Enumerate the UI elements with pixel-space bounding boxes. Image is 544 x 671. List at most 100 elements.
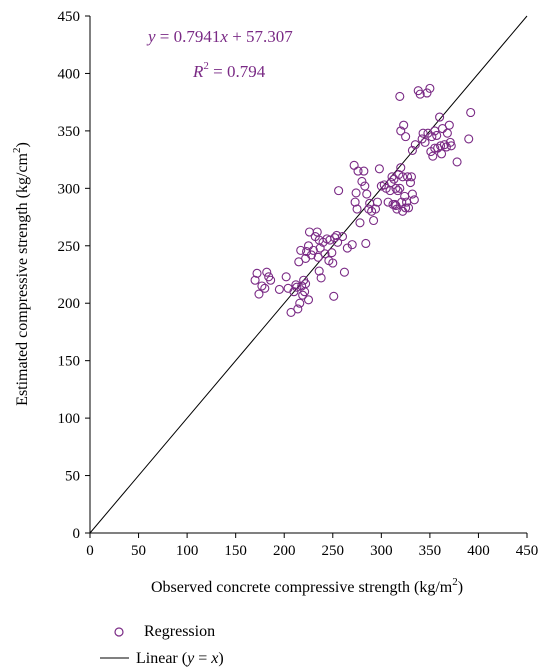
regression-point xyxy=(391,183,401,193)
regression-point xyxy=(254,289,264,299)
regression-point xyxy=(407,145,417,155)
regression-point xyxy=(383,197,393,207)
regression-point xyxy=(357,176,367,186)
legend-regression-label: Regression xyxy=(144,623,215,640)
x-tick-label: 100 xyxy=(176,543,199,559)
y-tick-label: 350 xyxy=(58,124,81,140)
equation-intercept: + 57.307 xyxy=(228,27,293,46)
x-tick-label: 350 xyxy=(419,543,442,559)
regression-point xyxy=(339,267,349,277)
linear-y-equals-x-line xyxy=(89,15,528,534)
regression-point xyxy=(466,107,476,118)
regression-point xyxy=(446,141,456,151)
regression-point xyxy=(374,164,384,174)
legend-linear-label: Linear (y = x) xyxy=(136,650,224,667)
x-tick-label: 50 xyxy=(131,543,146,559)
y-tick-label: 200 xyxy=(58,296,81,312)
regression-point xyxy=(395,91,405,101)
y-tick-label: 300 xyxy=(58,181,81,197)
legend: Regression Linear (y = x) xyxy=(100,623,224,667)
regression-point xyxy=(464,134,474,144)
x-tick-label: 400 xyxy=(467,543,490,559)
regression-point xyxy=(351,188,361,198)
x-axis-title: Observed concrete compressive strength (… xyxy=(151,576,463,596)
regression-point xyxy=(262,267,272,277)
regression-point xyxy=(314,266,324,276)
regression-point xyxy=(405,178,416,188)
regression-point xyxy=(401,203,411,213)
regression-point xyxy=(303,295,314,305)
regression-point xyxy=(281,272,291,282)
equation-text: y = 0.7941x + 57.307 xyxy=(146,27,293,46)
regression-point xyxy=(352,204,362,214)
regression-point xyxy=(303,241,314,251)
x-tick-label: 200 xyxy=(273,543,296,559)
line-layer xyxy=(89,15,528,534)
regression-point xyxy=(452,157,462,167)
regression-point xyxy=(403,172,413,182)
regression-point xyxy=(392,204,402,214)
regression-point xyxy=(257,281,267,291)
regression-point xyxy=(415,89,425,99)
regression-point xyxy=(333,237,343,247)
regression-point xyxy=(361,238,371,249)
regression-point xyxy=(399,120,409,130)
regression-point xyxy=(428,151,438,161)
x-tick-label: 150 xyxy=(224,543,247,559)
r-squared-text: R2 = 0.794 xyxy=(192,60,266,81)
legend-regression-marker xyxy=(114,627,124,637)
regression-point xyxy=(403,203,414,213)
regression-point xyxy=(350,197,360,207)
regression-point xyxy=(296,245,306,255)
regression-point xyxy=(349,160,359,170)
equation-y: y xyxy=(146,27,156,46)
regression-point xyxy=(292,282,302,292)
equation-x: x xyxy=(219,27,228,46)
regression-point xyxy=(289,287,299,297)
regression-point xyxy=(330,233,340,243)
regression-point xyxy=(293,304,303,314)
regression-point xyxy=(418,128,428,138)
regression-point xyxy=(295,298,305,308)
y-tick-label: 0 xyxy=(73,526,81,542)
regression-point xyxy=(329,291,339,301)
regression-point xyxy=(362,189,372,199)
y-axis-title: Estimated compressive strength (kg/cm2) xyxy=(11,142,31,406)
regression-point xyxy=(337,232,348,242)
r-symbol: R xyxy=(192,62,204,81)
regression-point xyxy=(435,112,445,122)
regression-point xyxy=(432,130,442,141)
regression-point xyxy=(390,199,400,209)
regression-point xyxy=(308,245,318,255)
regression-point xyxy=(315,243,325,253)
regression-point xyxy=(301,279,311,289)
regression-point xyxy=(312,227,322,237)
regression-point xyxy=(283,283,293,293)
regression-point xyxy=(410,140,420,150)
x-tick-label: 450 xyxy=(516,543,539,559)
regression-point xyxy=(444,120,454,130)
regression-point xyxy=(327,248,337,258)
regression-point xyxy=(439,140,450,150)
equation-body: = 0.7941 xyxy=(156,27,221,46)
regression-point xyxy=(332,230,342,240)
regression-point xyxy=(395,183,405,193)
regression-point xyxy=(409,195,419,205)
regression-point xyxy=(401,132,411,142)
x-tick-label: 300 xyxy=(370,543,393,559)
regression-point xyxy=(396,126,406,136)
regression-point xyxy=(393,186,403,196)
regression-point xyxy=(396,163,406,173)
regression-point xyxy=(355,218,365,228)
y-tick-label: 100 xyxy=(58,411,81,427)
regression-point xyxy=(252,268,262,278)
regression-point xyxy=(406,172,416,182)
regression-point xyxy=(427,132,437,142)
regression-point xyxy=(436,149,447,159)
regression-point xyxy=(320,249,330,259)
x-tick-label: 0 xyxy=(86,543,94,559)
regression-point xyxy=(306,250,316,260)
regression-point xyxy=(369,215,379,226)
regression-point xyxy=(353,166,363,176)
regression-point xyxy=(334,186,344,196)
